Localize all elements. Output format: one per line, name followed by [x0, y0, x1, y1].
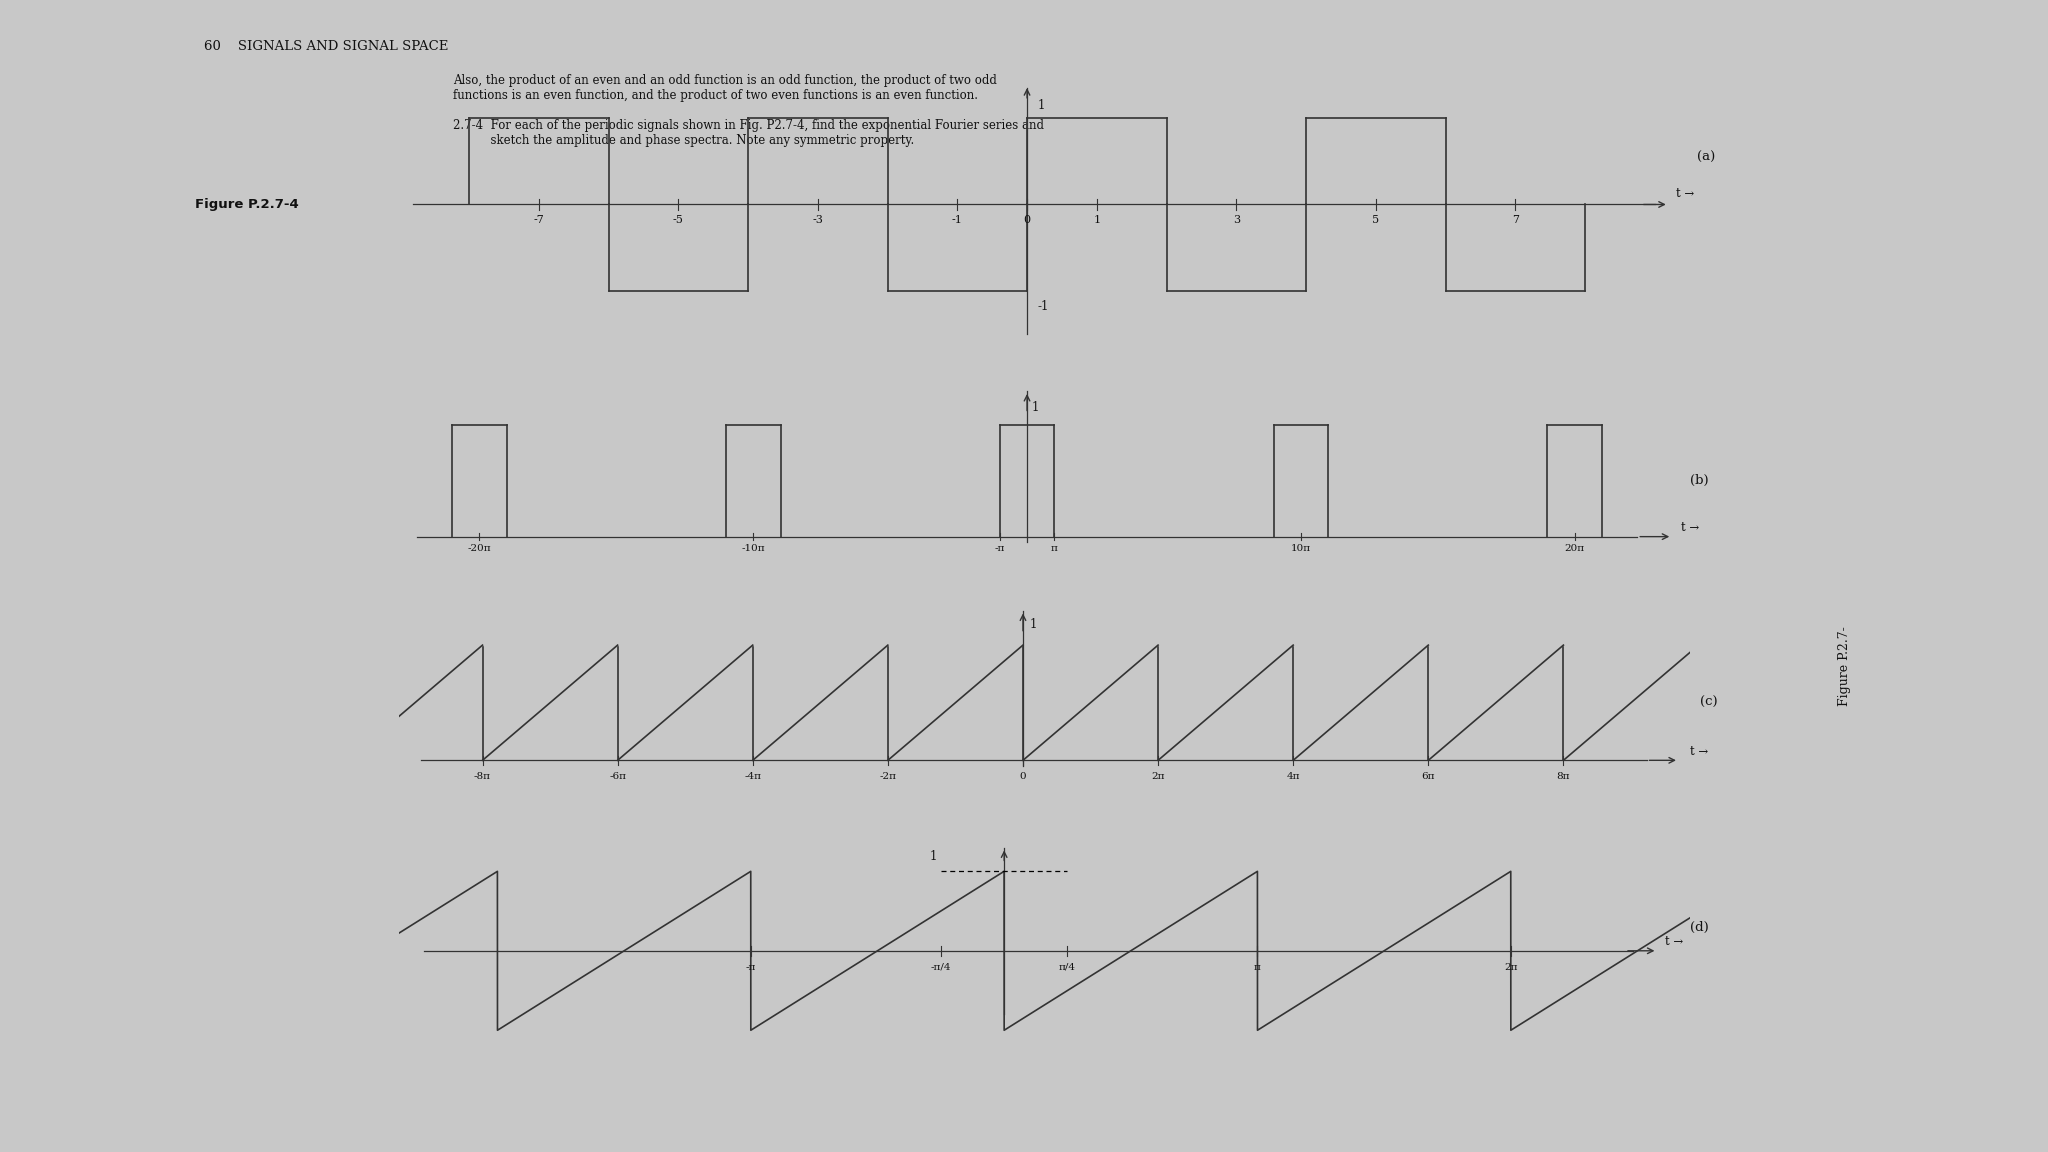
Text: 20π: 20π [1565, 545, 1585, 553]
Text: 3: 3 [1233, 215, 1239, 225]
Text: 0: 0 [1020, 772, 1026, 781]
Text: (c): (c) [1700, 696, 1718, 710]
Text: 1: 1 [1038, 99, 1044, 112]
Text: 5: 5 [1372, 215, 1378, 225]
Text: t →: t → [1690, 745, 1708, 758]
Text: -π/4: -π/4 [930, 963, 950, 972]
Text: 2.7-4  For each of the periodic signals shown in Fig. P2.7-4, find the exponenti: 2.7-4 For each of the periodic signals s… [453, 119, 1044, 146]
Text: -8π: -8π [473, 772, 492, 781]
Text: π: π [1051, 545, 1059, 553]
Text: 2π: 2π [1151, 772, 1165, 781]
Text: t →: t → [1681, 522, 1700, 535]
Text: 1: 1 [930, 850, 936, 863]
Text: 4π: 4π [1286, 772, 1300, 781]
Text: (b): (b) [1690, 475, 1708, 487]
Text: 6π: 6π [1421, 772, 1436, 781]
Text: -7: -7 [532, 215, 545, 225]
Text: -4π: -4π [743, 772, 762, 781]
Text: -1: -1 [952, 215, 963, 225]
Text: π: π [1253, 963, 1262, 972]
Text: 8π: 8π [1556, 772, 1571, 781]
Text: (a): (a) [1696, 151, 1714, 164]
Text: 0: 0 [1024, 215, 1030, 225]
Text: -6π: -6π [608, 772, 627, 781]
Text: -π: -π [995, 545, 1006, 553]
Text: -2π: -2π [879, 772, 897, 781]
Text: 1: 1 [1032, 401, 1038, 415]
Text: Figure P.2.7-4: Figure P.2.7-4 [195, 198, 299, 211]
Text: 1: 1 [1030, 617, 1036, 631]
Text: t →: t → [1665, 935, 1683, 948]
Text: 60    SIGNALS AND SIGNAL SPACE: 60 SIGNALS AND SIGNAL SPACE [203, 39, 449, 53]
Text: 7: 7 [1511, 215, 1520, 225]
Text: -5: -5 [674, 215, 684, 225]
Text: 10π: 10π [1290, 545, 1311, 553]
Text: -20π: -20π [467, 545, 492, 553]
Text: π/4: π/4 [1059, 963, 1075, 972]
Text: -3: -3 [813, 215, 823, 225]
Text: 1: 1 [1094, 215, 1100, 225]
Text: t →: t → [1675, 187, 1694, 200]
Text: (d): (d) [1690, 920, 1708, 933]
Text: -10π: -10π [741, 545, 766, 553]
Text: Also, the product of an even and an odd function is an odd function, the product: Also, the product of an even and an odd … [453, 74, 997, 101]
Text: -π: -π [745, 963, 756, 972]
Text: 2π: 2π [1503, 963, 1518, 972]
Text: -1: -1 [1038, 300, 1049, 312]
Text: Figure P.2.7-: Figure P.2.7- [1837, 627, 1851, 706]
